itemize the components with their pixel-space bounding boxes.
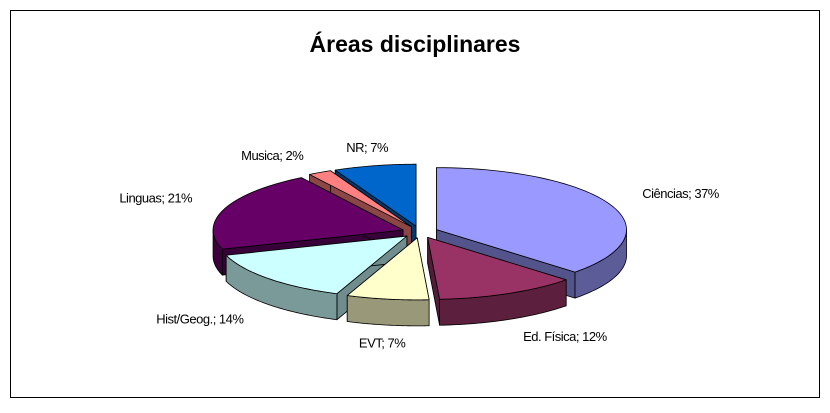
pie-slice: [427, 236, 567, 326]
chart-title: Áreas disciplinares: [310, 30, 521, 57]
slice-top: [309, 170, 412, 228]
data-label: EVT; 7%: [359, 336, 406, 351]
slice-top: [225, 235, 408, 295]
data-label: Ed. Física; 12%: [523, 329, 607, 344]
slice-top: [212, 177, 404, 250]
data-label: Hist/Geog.; 14%: [156, 312, 244, 327]
data-label: Musica; 2%: [241, 148, 304, 163]
data-label: NR; 7%: [346, 140, 389, 155]
pie-slice: [346, 237, 430, 327]
slice-top: [346, 237, 430, 301]
slice-top: [436, 167, 627, 273]
data-label: Ciências; 37%: [642, 186, 720, 201]
slice-top: [334, 163, 417, 227]
data-label: Linguas; 21%: [119, 191, 193, 206]
slice-top: [427, 236, 567, 300]
